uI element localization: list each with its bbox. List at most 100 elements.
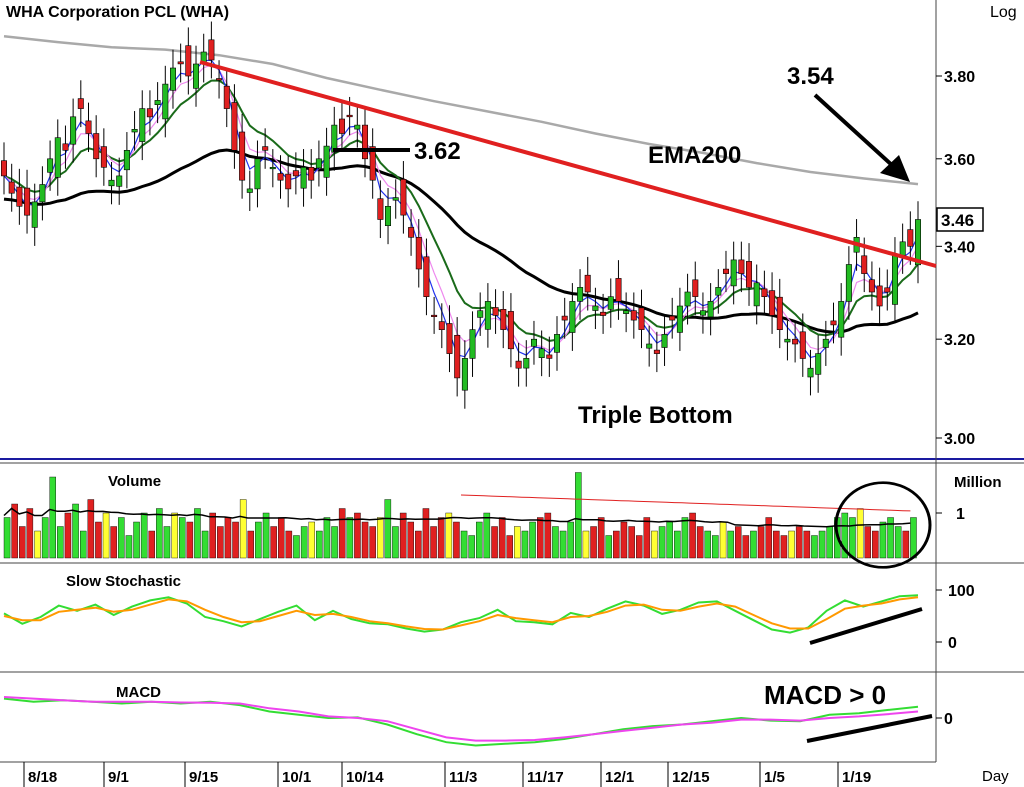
volume-tick-label: 1 (956, 506, 965, 523)
volume-bar (110, 526, 117, 559)
slow-moving-average (3, 148, 919, 334)
volume-bar (224, 517, 232, 559)
volume-bar (26, 508, 34, 559)
volume-bar (300, 526, 308, 559)
volume-average-line (3, 507, 911, 528)
volume-highlight-circle (834, 481, 932, 569)
candle-up (47, 158, 54, 173)
volume-bar (11, 503, 18, 559)
x-tick-label: 9/15 (189, 769, 218, 786)
candle-down (438, 321, 445, 331)
candle-up (39, 184, 46, 203)
candle-down (561, 315, 568, 321)
candle-up (331, 124, 338, 153)
macd-headline: MACD > 0 (764, 680, 886, 710)
volume-bar (41, 517, 49, 559)
volume-bar (399, 512, 407, 559)
volume-bar (415, 530, 422, 559)
volume-bar (19, 526, 26, 559)
candle-down (239, 131, 246, 181)
chart-title: WHA Corporation PCL (WHA) (6, 4, 229, 21)
candle-down (77, 98, 84, 109)
x-axis-ticks: 8/18 9/1 9/15 10/1 10/14 11/3 11/17 12/1 12/15 1/… (23, 762, 871, 787)
candle-up (891, 255, 898, 305)
candle-down (24, 187, 31, 216)
candle-up (807, 367, 814, 378)
candle-down (231, 102, 238, 151)
volume-bar (354, 512, 361, 559)
volume-bar (369, 526, 376, 559)
volume-bar (910, 517, 917, 559)
volume-bar (377, 517, 384, 559)
ema200-arrow-head (880, 155, 910, 182)
candle-up (246, 188, 253, 193)
candle-down (223, 85, 230, 109)
ema200-label: EMA200 (648, 142, 741, 169)
volume-bar (232, 521, 239, 559)
pattern-label: Triple Bottom (578, 402, 733, 429)
scale-label: Log (990, 4, 1017, 21)
volume-bar (293, 535, 300, 559)
candle-up (753, 282, 760, 307)
volume-bar (887, 517, 894, 559)
candle-down (408, 227, 415, 238)
candle-down (799, 331, 806, 359)
volume-bar (407, 521, 415, 559)
volume-bar (194, 508, 201, 559)
volume-bar (727, 530, 734, 559)
volume-bar (34, 530, 41, 559)
candle-down (876, 285, 883, 307)
candle-up (914, 219, 921, 266)
candlesticks (0, 21, 921, 409)
volume-bar (529, 521, 536, 559)
volume-bar (521, 530, 529, 559)
candle-down (0, 160, 8, 177)
interval-label: Day (982, 768, 1009, 785)
y-axis-ticks: 3.80 3.60 3.40 3.20 3.00 (936, 69, 975, 448)
volume-bar (64, 512, 72, 559)
volume-bar (186, 521, 194, 559)
candle-up (899, 241, 906, 256)
volume-bar (849, 517, 856, 559)
volume-bar (163, 526, 171, 559)
candle-up (845, 264, 852, 302)
volume-bar (765, 517, 773, 559)
candle-up (730, 259, 737, 287)
candle-up (116, 175, 123, 187)
ema200-line (3, 34, 919, 186)
ema200-arrow-shaft (813, 93, 907, 179)
candle-up (577, 287, 584, 302)
volume-bar (346, 517, 354, 559)
x-tick-label: 11/17 (527, 769, 564, 786)
candle-down (884, 287, 891, 293)
resistance-label: 3.62 (414, 138, 461, 165)
volume-bar (323, 517, 331, 559)
last-price-box (936, 207, 984, 232)
candle-down (415, 237, 422, 270)
volume-bar (506, 535, 514, 559)
candle-down (630, 310, 637, 321)
volume-bar (780, 535, 788, 559)
candle-down (285, 173, 292, 190)
volume-bar (453, 521, 460, 559)
volume-bar (430, 526, 437, 559)
candle-down (377, 198, 384, 220)
x-tick-label: 1/5 (764, 769, 785, 786)
x-tick-label: 11/3 (449, 769, 477, 786)
volume-bar (902, 530, 910, 559)
candle-down (669, 315, 676, 321)
macd-label: MACD (116, 684, 161, 701)
candle-down (346, 114, 353, 118)
candle-down (16, 186, 23, 207)
volume-bar (239, 499, 247, 559)
volume-bar (575, 472, 582, 559)
candle-up (461, 358, 468, 391)
volume-bar (217, 526, 224, 559)
ema200-level-label: 3.54 (787, 63, 834, 90)
volume-bar (689, 512, 696, 559)
candle-up (254, 158, 261, 190)
short-moving-average-pink (3, 64, 919, 352)
candle-down (653, 349, 660, 354)
x-tick-label: 10/1 (282, 769, 311, 786)
